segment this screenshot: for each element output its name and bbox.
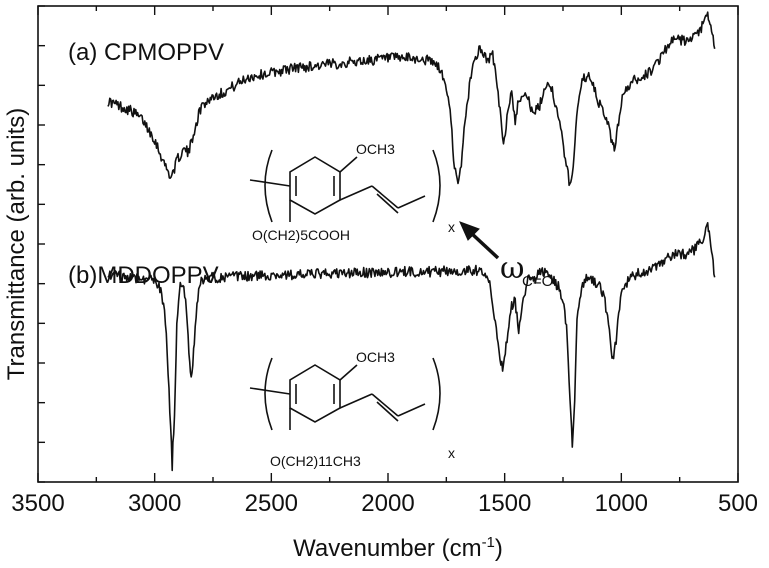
x-tick-label-2500: 2500: [245, 490, 298, 517]
benzene-ring: [289, 156, 341, 215]
repeat-x: x: [448, 445, 455, 461]
x-axis-ticks: [37, 6, 739, 482]
x-tick-label-1000: 1000: [595, 490, 648, 517]
x-tick-label-1500: 1500: [478, 490, 531, 517]
y-axis-title: Transmittance (arb. units): [3, 108, 30, 381]
structure-mddoppv: OCH3 O(CH2)11CH3 x: [249, 349, 455, 469]
main-chain-left: [249, 387, 291, 395]
vinylene-2b: [376, 193, 399, 214]
annotation-subscript: C=O: [522, 273, 553, 290]
vinylene-1: [339, 393, 373, 409]
bond-to-och3: [339, 364, 358, 381]
vinylene-3: [397, 403, 426, 417]
main-chain-left: [249, 179, 291, 187]
x-tick-label-2000: 2000: [361, 490, 414, 517]
series-label-cpmoppv: (a) CPMOPPV: [68, 39, 224, 66]
annotation-arrow-shaft: [468, 230, 500, 260]
x-tick-label-500: 500: [718, 490, 758, 517]
y-axis-ticks: [38, 5, 45, 483]
bond-to-och3: [339, 156, 358, 173]
vinylene-2: [371, 393, 399, 417]
x-axis-title: Wavenumber (cm-1): [293, 534, 503, 562]
benzene-ring: [289, 364, 341, 423]
annotation-omega: ω: [500, 251, 524, 286]
x-axis-tick-labels: 3500 3000 2500 2000 1500 1000 500: [11, 490, 758, 517]
series-line-mddoppv: [107, 222, 716, 472]
annotation-arrow-head: [459, 221, 480, 241]
repeat-x: x: [448, 219, 455, 235]
substituent-och3: OCH3: [356, 141, 395, 157]
vinylene-1: [339, 185, 373, 201]
bracket-right: [432, 357, 441, 431]
x-tick-label-3500: 3500: [11, 490, 64, 517]
bracket-right: [432, 149, 441, 223]
series-label-mddoppv: (b)MDDOPPV: [68, 262, 219, 289]
vinylene-3: [397, 195, 426, 209]
carbonyl-annotation: ω C=O: [459, 221, 553, 290]
substituent-och3: OCH3: [356, 349, 395, 365]
substituent-alkoxy: O(CH2)11CH3: [270, 453, 361, 469]
vinylene-2b: [376, 401, 399, 422]
bracket-left: [264, 357, 273, 431]
x-tick-label-3000: 3000: [128, 490, 181, 517]
structure-cpmoppv: OCH3 O(CH2)5COOH x: [249, 141, 455, 243]
substituent-ester: O(CH2)5COOH: [252, 227, 350, 243]
vinylene-2: [371, 185, 399, 209]
bracket-left: [264, 149, 273, 223]
series-line-cpmoppv: [107, 11, 716, 187]
